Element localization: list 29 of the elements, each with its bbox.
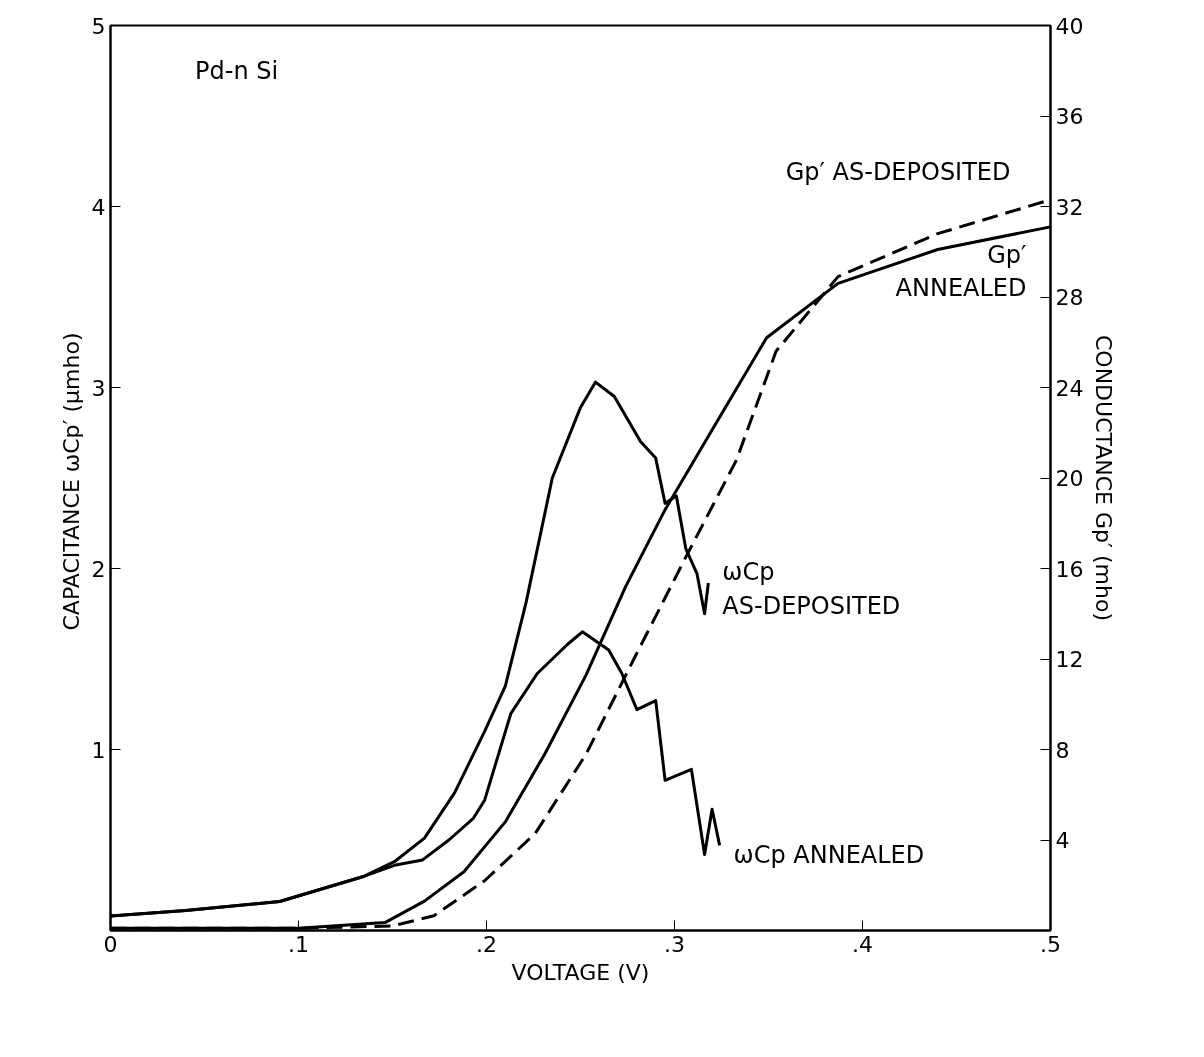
y2-tick-label: 12	[1055, 647, 1084, 672]
y2-tick-label: 40	[1055, 13, 1084, 39]
y-axis-title: CAPACITANCE ωCp′ (μmho)	[58, 332, 84, 631]
y2-axis-title: CONDUCTANCE Gp′ (mho)	[1091, 334, 1117, 622]
y2-tick-label: 16	[1055, 556, 1084, 582]
x-tick-label: .1	[288, 931, 309, 957]
y-tick-label: 2	[91, 556, 106, 582]
x-tick-label: .3	[664, 931, 685, 957]
y-tick-label: 3	[91, 375, 106, 401]
y2-tick-label: 4	[1055, 828, 1070, 853]
x-tick-label: 0	[103, 931, 118, 957]
series-label: ωCp AS-DEPOSITED	[722, 558, 901, 620]
x-tick-label: .2	[476, 931, 497, 957]
annotation: Pd-n Si	[195, 56, 279, 85]
x-tick-label: .5	[1040, 931, 1061, 957]
y2-tick-label: 8	[1055, 737, 1070, 763]
y-tick-label: 5	[91, 13, 106, 39]
y-tick-label: 1	[91, 737, 106, 763]
y2-tick-label: 36	[1055, 104, 1084, 129]
y2-tick-label: 24	[1055, 375, 1084, 401]
y2-tick-label: 32	[1055, 194, 1084, 220]
series-label: ωCp ANNEALED	[733, 841, 925, 870]
x-tick-label: .4	[852, 931, 873, 957]
series-label: Gp′ ANNEALED	[895, 240, 1027, 303]
series-label: Gp′ AS-DEPOSITED	[785, 157, 1011, 186]
y2-tick-label: 20	[1055, 466, 1084, 491]
y2-tick-label: 28	[1055, 285, 1084, 310]
y-tick-label: 4	[91, 194, 106, 220]
x-axis-title: VOLTAGE (V)	[511, 959, 650, 985]
